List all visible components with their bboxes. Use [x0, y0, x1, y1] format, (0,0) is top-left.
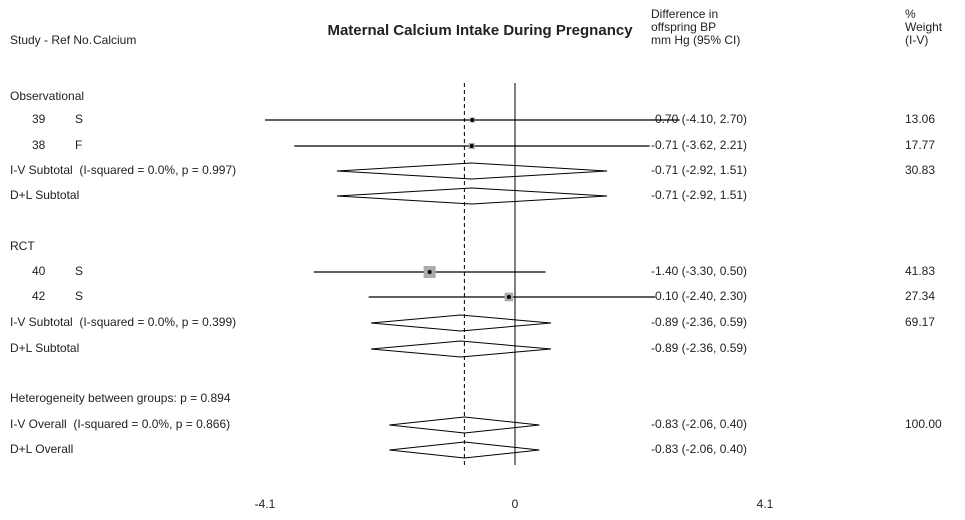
ci-header: mm Hg (95% CI) [651, 33, 740, 47]
diamond [336, 162, 608, 180]
row-label: D+L Overall [10, 442, 73, 456]
row-group: S [75, 289, 83, 303]
ci-label: -0.71 (-3.62, 2.21) [651, 138, 747, 152]
row-label: D+L Subtotal [10, 188, 79, 202]
ci-label: -0.10 (-2.40, 2.30) [651, 289, 747, 303]
x-tick-label: 4.1 [757, 497, 774, 511]
row-label: RCT [10, 239, 35, 253]
weight-label: 17.77 [905, 138, 935, 152]
point-estimate [469, 144, 474, 148]
chart-title: Maternal Calcium Intake During Pregnancy [327, 22, 633, 39]
ci-label: -0.71 (-2.92, 1.51) [651, 163, 747, 177]
row-group: S [75, 264, 83, 278]
weight-header: Weight [905, 20, 943, 34]
diamond [371, 340, 552, 358]
ci-label: -0.83 (-2.06, 0.40) [651, 442, 747, 456]
weight-header: % [905, 7, 916, 21]
weight-label: 30.83 [905, 163, 935, 177]
point-estimate [506, 295, 511, 299]
point-estimate [470, 118, 475, 122]
row-group: F [75, 138, 82, 152]
ci-header: Difference in [651, 7, 718, 21]
weight-label: 100.00 [905, 417, 942, 431]
weight-label: 69.17 [905, 315, 935, 329]
study-header: Study - Ref No. [10, 33, 92, 47]
x-tick-label: 0 [512, 497, 519, 511]
row-group: S [75, 112, 83, 126]
row-label: 40 [32, 264, 46, 278]
ci-label: -0.89 (-2.36, 0.59) [651, 315, 747, 329]
row-label: 39 [32, 112, 46, 126]
weight-label: 27.34 [905, 289, 935, 303]
row-label: I-V Subtotal (I-squared = 0.0%, p = 0.39… [10, 315, 236, 329]
diamond [336, 187, 608, 205]
diamond [371, 314, 552, 332]
ci-header: offspring BP [651, 20, 716, 34]
row-label: I-V Subtotal (I-squared = 0.0%, p = 0.99… [10, 163, 236, 177]
weight-label: 41.83 [905, 264, 935, 278]
x-tick-label: -4.1 [255, 497, 276, 511]
ci-label: -0.83 (-2.06, 0.40) [651, 417, 747, 431]
weight-label: 13.06 [905, 112, 935, 126]
diamond [389, 416, 540, 434]
row-label: I-V Overall (I-squared = 0.0%, p = 0.866… [10, 417, 230, 431]
ci-label: -0.71 (-2.92, 1.51) [651, 188, 747, 202]
diamond [389, 441, 540, 459]
row-label: 42 [32, 289, 46, 303]
row-label: 38 [32, 138, 46, 152]
ci-label: -0.70 (-4.10, 2.70) [651, 112, 747, 126]
point-estimate [427, 270, 432, 274]
row-label: Observational [10, 89, 84, 103]
row-label: D+L Subtotal [10, 341, 79, 355]
group-header: Calcium [93, 33, 136, 47]
ci-label: -1.40 (-3.30, 0.50) [651, 264, 747, 278]
row-label: Heterogeneity between groups: p = 0.894 [10, 391, 231, 405]
ci-label: -0.89 (-2.36, 0.59) [651, 341, 747, 355]
weight-header: (I-V) [905, 33, 928, 47]
